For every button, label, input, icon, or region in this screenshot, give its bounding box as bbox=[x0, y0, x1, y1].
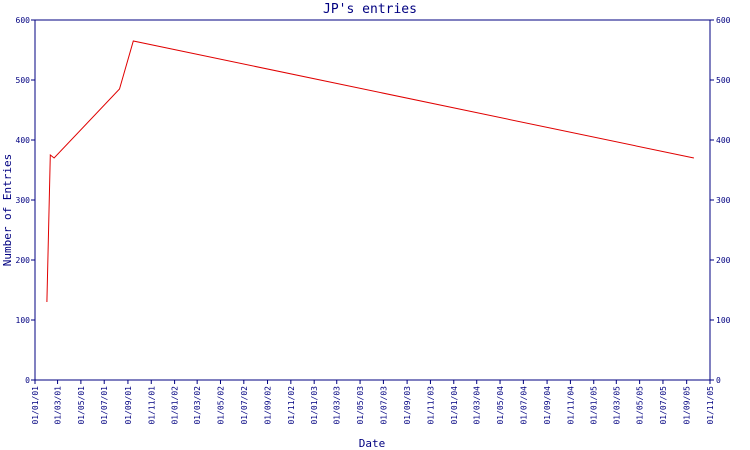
x-tick-label: 01/07/01 bbox=[100, 386, 109, 425]
x-tick-label: 01/03/01 bbox=[54, 386, 63, 425]
x-tick-label: 01/05/04 bbox=[496, 386, 505, 425]
y-tick-label-left: 200 bbox=[16, 256, 31, 265]
x-tick-label: 01/07/04 bbox=[519, 386, 528, 425]
y-axis-label: Number of Entries bbox=[1, 154, 14, 267]
x-tick-label: 01/05/01 bbox=[77, 386, 86, 425]
y-tick-label-right: 200 bbox=[716, 256, 731, 265]
x-tick-label: 01/01/02 bbox=[171, 386, 180, 425]
x-tick-label: 01/11/03 bbox=[426, 386, 435, 425]
y-axis-left: 0 100 200 300 400 500 600 bbox=[16, 16, 35, 385]
y-axis-right: 0 100 200 300 400 500 600 bbox=[710, 16, 731, 385]
x-tick-label: 01/09/01 bbox=[124, 386, 133, 425]
x-axis-label: Date bbox=[359, 437, 386, 450]
y-tick-label-right: 400 bbox=[716, 136, 731, 145]
y-tick-label-right: 100 bbox=[716, 316, 731, 325]
x-tick-label: 01/03/03 bbox=[333, 386, 342, 425]
x-tick-label: 01/03/02 bbox=[193, 386, 202, 425]
x-tick-label: 01/11/01 bbox=[147, 386, 156, 425]
x-tick-label: 01/01/04 bbox=[450, 386, 459, 425]
y-tick-label-right: 600 bbox=[716, 16, 731, 25]
x-tick-label: 01/03/04 bbox=[473, 386, 482, 425]
x-tick-label: 01/05/03 bbox=[356, 386, 365, 425]
y-tick-label-left: 100 bbox=[16, 316, 31, 325]
x-tick-label: 01/09/05 bbox=[683, 386, 692, 425]
x-tick-label: 01/11/04 bbox=[566, 386, 575, 425]
y-tick-label-right: 300 bbox=[716, 196, 731, 205]
x-tick-label: 01/01/03 bbox=[310, 386, 319, 425]
x-tick-label: 01/11/02 bbox=[287, 386, 296, 425]
y-tick-label-left: 300 bbox=[16, 196, 31, 205]
x-tick-label: 01/05/05 bbox=[636, 386, 645, 425]
x-tick-label: 01/07/03 bbox=[379, 386, 388, 425]
x-tick-label: 01/09/02 bbox=[264, 386, 273, 425]
x-tick-label: 01/05/02 bbox=[216, 386, 225, 425]
y-tick-label-left: 0 bbox=[25, 376, 30, 385]
y-tick-label-right: 500 bbox=[716, 76, 731, 85]
x-axis: 01/01/01 01/03/01 01/05/01 01/07/01 01/09/01… bbox=[31, 380, 715, 425]
x-tick-label: 01/07/05 bbox=[659, 386, 668, 425]
series-group bbox=[46, 40, 695, 303]
y-tick-label-left: 400 bbox=[16, 136, 31, 145]
x-tick-label: 01/03/05 bbox=[612, 386, 621, 425]
plot-frame bbox=[34, 19, 711, 381]
x-tick-label: 01/01/01 bbox=[31, 386, 40, 425]
x-tick-label: 01/11/05 bbox=[706, 386, 715, 425]
x-tick-label: 01/01/05 bbox=[590, 386, 599, 425]
chart-title: JP's entries bbox=[323, 2, 417, 17]
y-tick-label-right: 0 bbox=[716, 376, 721, 385]
x-tick-label: 01/07/02 bbox=[240, 386, 249, 425]
x-tick-label: 01/09/03 bbox=[403, 386, 412, 425]
y-tick-label-left: 500 bbox=[16, 76, 31, 85]
y-tick-label-left: 600 bbox=[16, 16, 31, 25]
series-line bbox=[46, 40, 695, 303]
x-tick-label: 01/09/04 bbox=[543, 386, 552, 425]
